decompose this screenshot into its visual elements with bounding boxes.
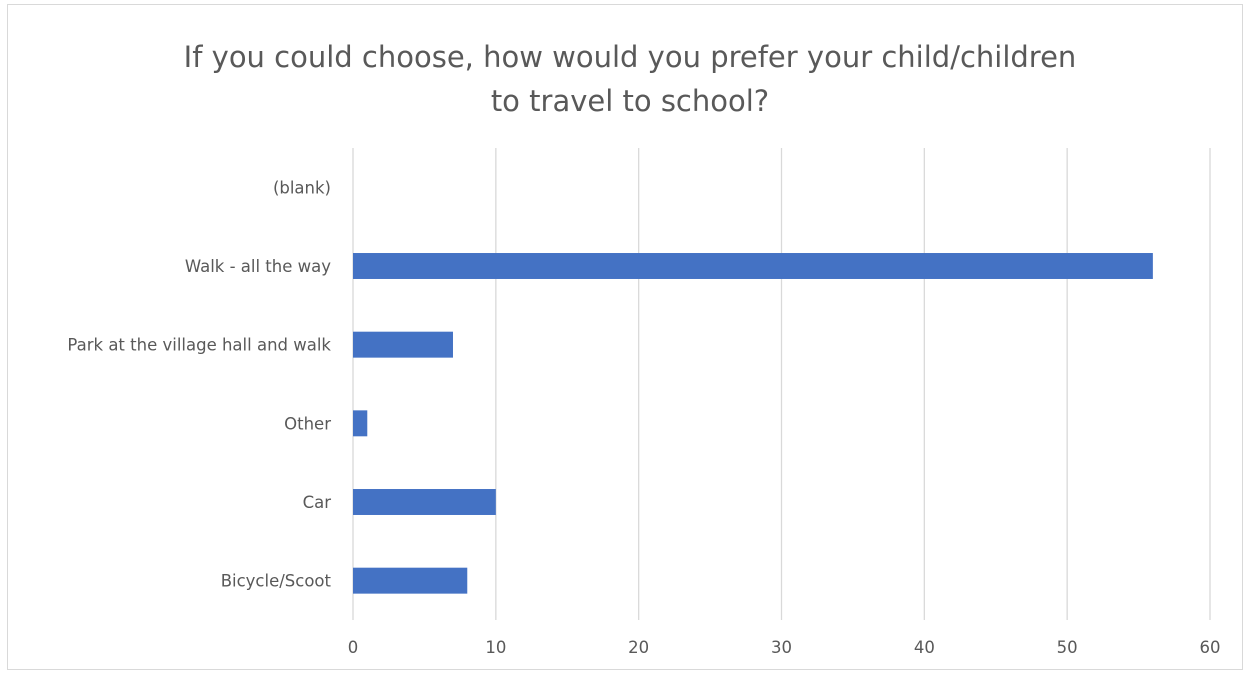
x-tick-labels: 0 10 20 30 40 50 60 xyxy=(348,638,1221,657)
x-tick-label: 60 xyxy=(1200,638,1221,657)
x-tick-label: 20 xyxy=(628,638,649,657)
bar xyxy=(353,253,1153,279)
x-tick-label: 40 xyxy=(914,638,935,657)
chart-title-line-2: to travel to school? xyxy=(490,84,770,118)
bar xyxy=(353,567,468,594)
bar xyxy=(353,489,496,515)
bar xyxy=(353,331,453,358)
x-tick-label: 50 xyxy=(1057,638,1078,657)
chart-title-line-1: If you could choose, how would you prefe… xyxy=(183,40,1077,74)
category-label: Park at the village hall and walk xyxy=(67,336,331,355)
category-label: Walk - all the way xyxy=(185,257,331,276)
category-labels: (blank) Walk - all the way Park at the vil… xyxy=(67,178,331,590)
bars xyxy=(353,253,1153,594)
x-tick-label: 10 xyxy=(485,638,506,657)
category-label: (blank) xyxy=(273,178,331,197)
category-label: Car xyxy=(303,493,332,512)
bar xyxy=(353,410,368,437)
gridlines xyxy=(352,148,1211,620)
x-tick-label: 0 xyxy=(348,638,359,657)
category-label: Other xyxy=(284,414,331,433)
category-label: Bicycle/Scoot xyxy=(221,572,332,591)
chart-frame xyxy=(7,4,1243,670)
x-tick-label: 30 xyxy=(771,638,792,657)
chart-title: If you could choose, how would you prefe… xyxy=(0,35,1250,123)
